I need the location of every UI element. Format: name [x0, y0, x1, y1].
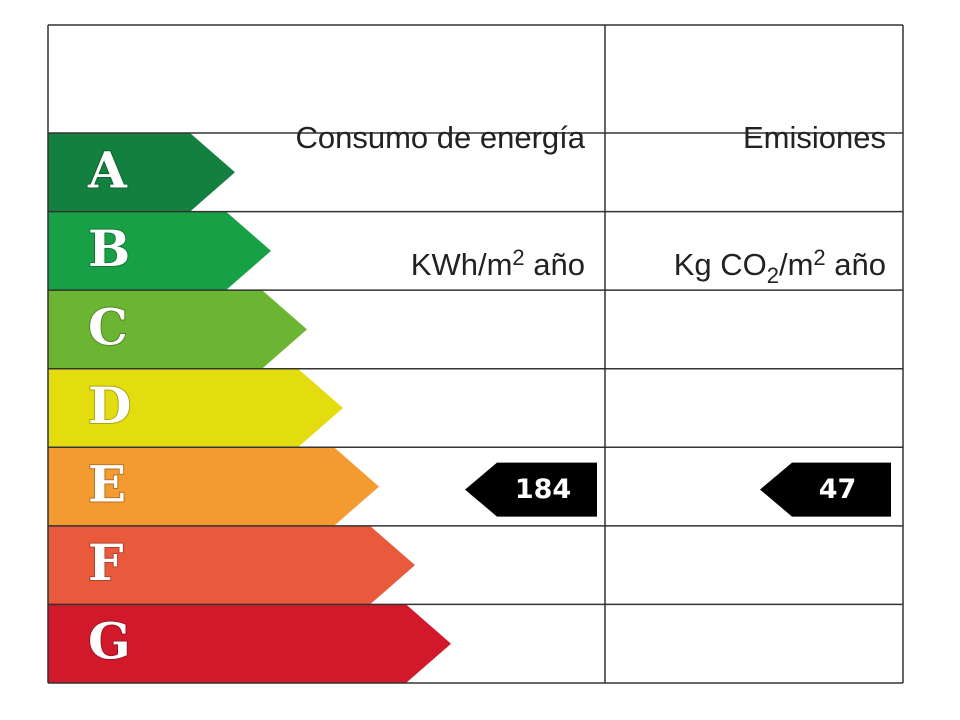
energy-header: Consumo de energía KWh/m2 año	[295, 38, 585, 365]
unit-text: año	[825, 247, 886, 282]
unit-text: /m	[778, 247, 814, 282]
unit-text: año	[524, 247, 585, 282]
grade-arrow	[48, 525, 415, 605]
unit-sub: 2	[766, 263, 779, 288]
emissions-header: Emisiones Kg CO2/m2 año	[674, 38, 886, 376]
emissions-unit: Kg CO2/m2 año	[674, 238, 886, 296]
grade-arrow	[48, 133, 235, 212]
rating-arrow	[465, 462, 597, 517]
rating-value: 184	[515, 474, 571, 505]
grade-letter: F	[88, 533, 124, 592]
grade-letter: C	[88, 297, 128, 356]
grade-arrow	[48, 211, 271, 291]
grade-arrow	[48, 447, 379, 526]
grade-letter: A	[87, 140, 128, 199]
grade-letter: G	[88, 612, 131, 671]
emissions-title: Emisiones	[743, 120, 886, 155]
grade-letter: D	[88, 376, 131, 435]
energy-unit: KWh/m2 año	[295, 238, 585, 285]
rating-value: 47	[819, 474, 857, 505]
unit-text: KWh/m	[410, 247, 513, 282]
grade-arrow	[48, 290, 307, 369]
grade-letter: B	[88, 219, 130, 278]
grade-arrow	[48, 604, 451, 683]
rating-arrow	[760, 462, 891, 517]
unit-sup: 2	[813, 245, 826, 270]
unit-sup: 2	[512, 245, 525, 270]
grade-arrow	[48, 368, 343, 448]
energy-title: Consumo de energía	[295, 120, 585, 155]
grade-letter: E	[88, 455, 126, 514]
unit-text: Kg CO	[673, 247, 767, 282]
